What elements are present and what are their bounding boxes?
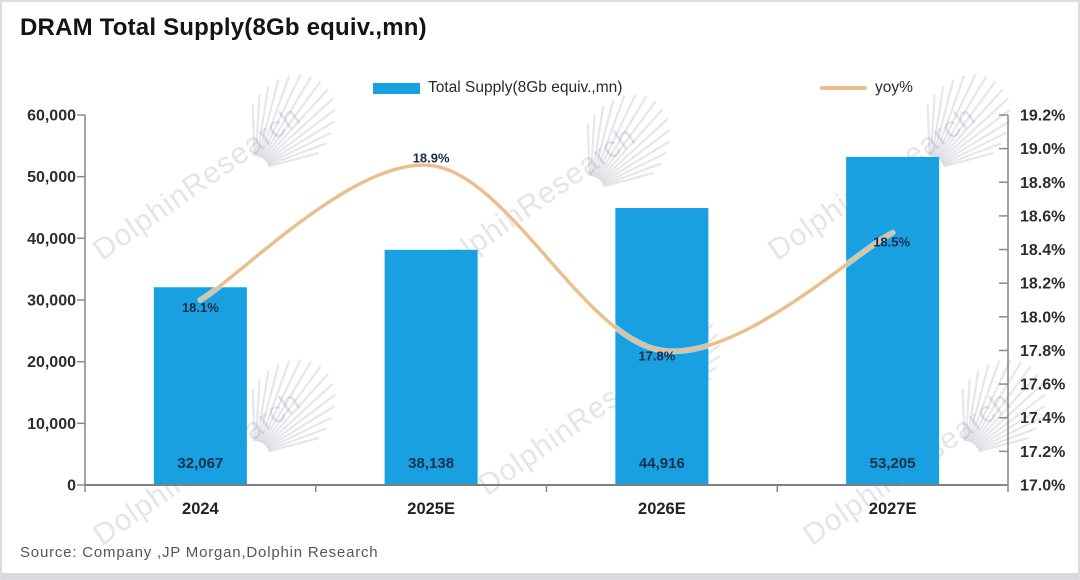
x-axis-label-2025E: 2025E <box>407 500 455 518</box>
left-axis-tick-label: 10,000 <box>27 416 76 433</box>
right-axis-tick-label: 19.0% <box>1020 141 1065 158</box>
right-axis-tick-label: 18.2% <box>1020 276 1065 293</box>
legend-label-yoy: yoy% <box>875 79 913 96</box>
right-axis-tick-label: 18.8% <box>1020 175 1065 192</box>
left-axis-tick-label: 0 <box>67 478 76 495</box>
bar-value-label: 32,067 <box>177 455 223 472</box>
right-axis-tick-label: 18.0% <box>1020 309 1065 326</box>
yoy-value-label: 18.5% <box>873 235 910 250</box>
legend-label-total-supply: Total Supply(8Gb equiv.,mn) <box>428 79 623 96</box>
left-axis-tick-label: 50,000 <box>27 169 76 186</box>
left-axis-tick-label: 20,000 <box>27 354 76 371</box>
left-axis-tick-label: 40,000 <box>27 231 76 248</box>
x-axis-label-2026E: 2026E <box>638 500 686 518</box>
yoy-value-label: 18.9% <box>413 150 450 165</box>
legend-swatch-total-supply <box>373 82 420 94</box>
right-axis-tick-label: 17.8% <box>1020 343 1065 360</box>
bar-value-label: 44,916 <box>639 455 685 472</box>
right-axis-tick-label: 17.2% <box>1020 444 1065 461</box>
right-axis-tick-label: 17.6% <box>1020 377 1065 394</box>
x-axis-label-2024: 2024 <box>182 500 220 518</box>
right-axis-tick-label: 19.2% <box>1020 108 1065 125</box>
legend-item-total-supply: Total Supply(8Gb equiv.,mn) <box>373 78 622 98</box>
x-axis-label-2027E: 2027E <box>869 500 917 518</box>
left-axis-tick-label: 60,000 <box>27 108 76 125</box>
right-axis-tick-label: 18.6% <box>1020 208 1065 225</box>
right-axis-tick-label: 18.4% <box>1020 242 1065 259</box>
legend-item-yoy: yoy% <box>820 78 913 98</box>
source-note: Source: Company ,JP Morgan,Dolphin Resea… <box>20 544 379 561</box>
bar-value-label: 38,138 <box>408 455 454 472</box>
right-axis-tick-label: 17.0% <box>1020 478 1065 495</box>
right-axis-tick-label: 17.4% <box>1020 410 1065 427</box>
bar-value-label: 53,205 <box>870 455 916 472</box>
screen-edge <box>2 573 1078 578</box>
legend-swatch-yoy <box>820 86 867 90</box>
yoy-line <box>198 163 895 353</box>
left-axis-tick-label: 30,000 <box>27 293 76 310</box>
bar-2027E <box>846 156 940 485</box>
yoy-value-label: 18.1% <box>182 300 219 315</box>
page-title: DRAM Total Supply(8Gb equiv.,mn) <box>20 14 427 41</box>
bar-2025E <box>384 249 478 485</box>
bar-2024 <box>153 287 247 485</box>
yoy-value-label: 17.8% <box>638 348 675 363</box>
